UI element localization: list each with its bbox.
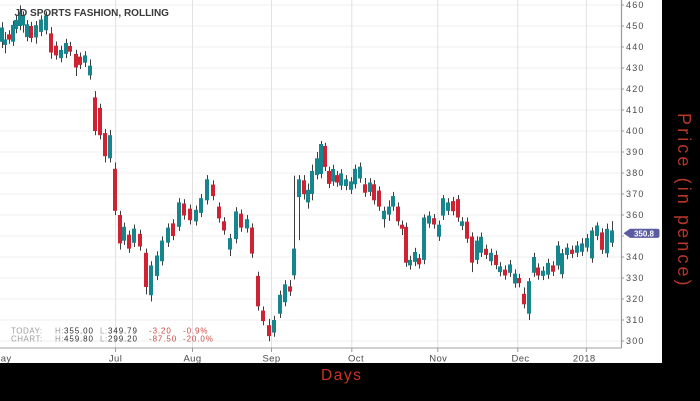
svg-text:349.79: 349.79 xyxy=(108,327,138,336)
svg-text:-20.0%: -20.0% xyxy=(183,335,214,344)
svg-text:355.00: 355.00 xyxy=(64,327,94,336)
svg-text:440: 440 xyxy=(626,42,645,52)
svg-text:JD SPORTS FASHION, ROLLING: JD SPORTS FASHION, ROLLING xyxy=(15,8,170,19)
svg-text:330: 330 xyxy=(626,273,645,283)
svg-text:400: 400 xyxy=(626,126,645,136)
svg-text:H:: H: xyxy=(55,327,64,336)
svg-text:420: 420 xyxy=(626,84,645,94)
svg-text:-87.50: -87.50 xyxy=(149,335,177,344)
svg-text:Aug: Aug xyxy=(183,354,201,364)
svg-text:300: 300 xyxy=(626,336,645,346)
svg-text:H:: H: xyxy=(55,335,64,344)
svg-text:310: 310 xyxy=(626,315,645,325)
svg-text:May: May xyxy=(0,354,12,364)
svg-text:350.8: 350.8 xyxy=(634,229,655,238)
svg-text:390: 390 xyxy=(626,147,645,157)
svg-text:Dec: Dec xyxy=(511,354,529,364)
svg-text:460: 460 xyxy=(626,0,645,10)
svg-text:Oct: Oct xyxy=(348,354,364,364)
svg-text:320: 320 xyxy=(626,294,645,304)
svg-text:2018: 2018 xyxy=(573,354,596,364)
svg-text:459.80: 459.80 xyxy=(64,335,94,344)
svg-text:Jul: Jul xyxy=(109,354,122,364)
svg-text:430: 430 xyxy=(626,63,645,73)
svg-text:L:: L: xyxy=(100,327,108,336)
svg-text:299.20: 299.20 xyxy=(108,335,138,344)
svg-text:Nov: Nov xyxy=(429,354,447,364)
svg-text:410: 410 xyxy=(626,105,645,115)
svg-text:TODAY:: TODAY: xyxy=(11,327,43,336)
svg-text:370: 370 xyxy=(626,189,645,199)
svg-text:360: 360 xyxy=(626,210,645,220)
svg-text:340: 340 xyxy=(626,252,645,262)
svg-text:-0.9%: -0.9% xyxy=(183,327,208,336)
svg-text:380: 380 xyxy=(626,168,645,178)
svg-text:450: 450 xyxy=(626,21,645,31)
svg-text:L:: L: xyxy=(100,335,108,344)
svg-text:-3.20: -3.20 xyxy=(149,327,172,336)
svg-text:CHART:: CHART: xyxy=(11,335,43,344)
svg-text:Sep: Sep xyxy=(262,354,280,364)
